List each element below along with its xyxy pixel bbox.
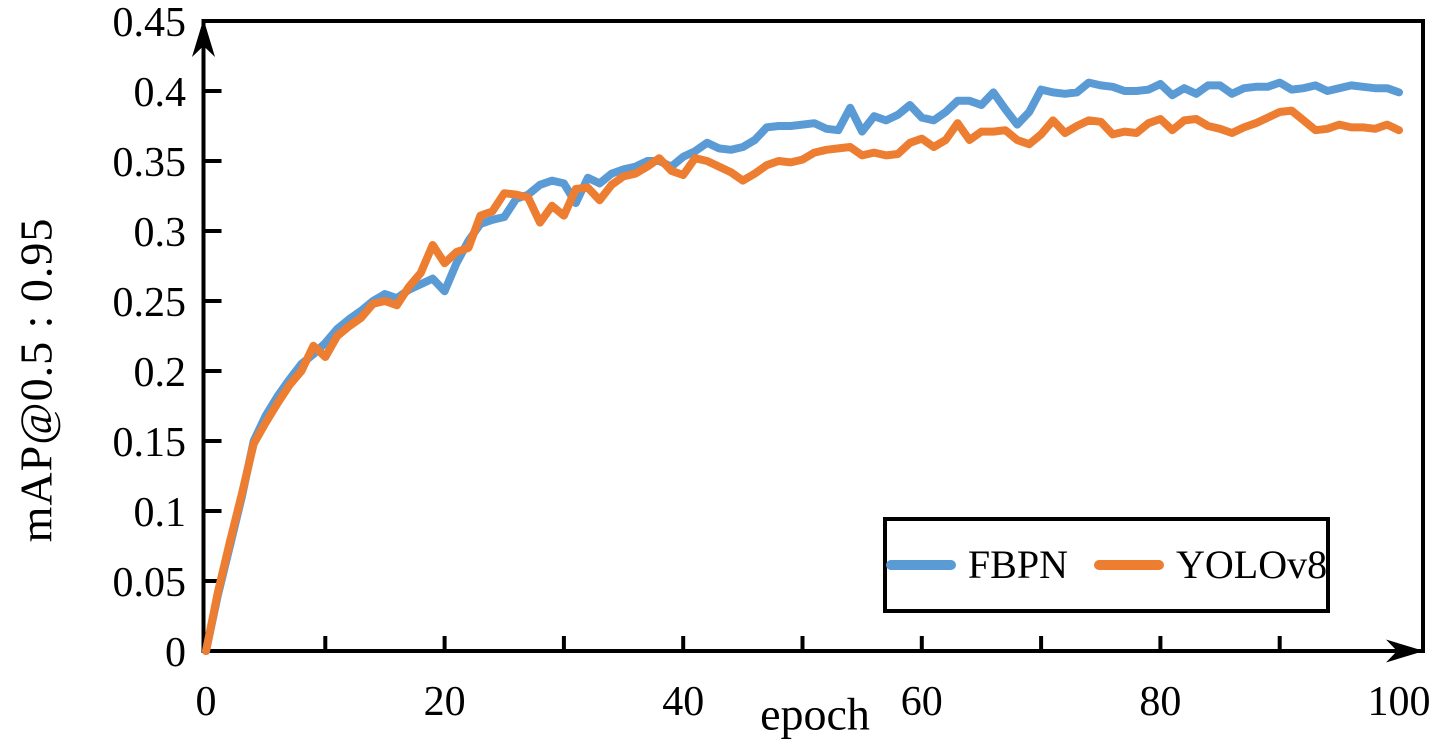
x-tick-label: 80 <box>1139 679 1181 725</box>
yolov8-line-swatch-icon <box>1093 560 1164 570</box>
x-tick-label: 60 <box>901 679 943 725</box>
fbpn-line-swatch-icon <box>885 560 956 570</box>
y-tick-label: 0.4 <box>134 70 187 116</box>
y-axis-arrow-icon <box>192 19 215 57</box>
y-axis-title: mAP@0.5 : 0.95 <box>10 217 62 543</box>
y-tick-label: 0.1 <box>134 490 187 536</box>
x-tick-label: 0 <box>196 679 217 725</box>
y-tick-label: 0.35 <box>113 140 187 186</box>
y-tick-label: 0.05 <box>113 560 187 606</box>
legend-label-yolov8: YOLOv8 <box>1175 542 1328 587</box>
yolov8-line <box>202 106 1403 655</box>
legend-item-yolov8: YOLOv8 <box>1093 542 1328 587</box>
y-tick-label: 0.2 <box>134 350 187 396</box>
x-axis-title: epoch <box>760 688 870 740</box>
y-tick-label: 0.3 <box>134 210 187 256</box>
plot-frame <box>201 19 1425 653</box>
y-tick-label: 0.15 <box>113 420 187 466</box>
x-tick-label: 20 <box>424 679 466 725</box>
x-axis-arrow-icon <box>1386 639 1424 663</box>
y-tick-label: 0.45 <box>113 0 187 46</box>
x-tick-label: 40 <box>662 679 704 725</box>
x-tick-label: 100 <box>1368 679 1431 725</box>
legend: FBPN YOLOv8 <box>883 517 1330 613</box>
legend-item-fbpn: FBPN <box>885 542 1068 587</box>
y-tick-label: 0 <box>165 630 186 676</box>
legend-label-fbpn: FBPN <box>967 542 1068 587</box>
y-tick-label: 0.25 <box>113 280 187 326</box>
